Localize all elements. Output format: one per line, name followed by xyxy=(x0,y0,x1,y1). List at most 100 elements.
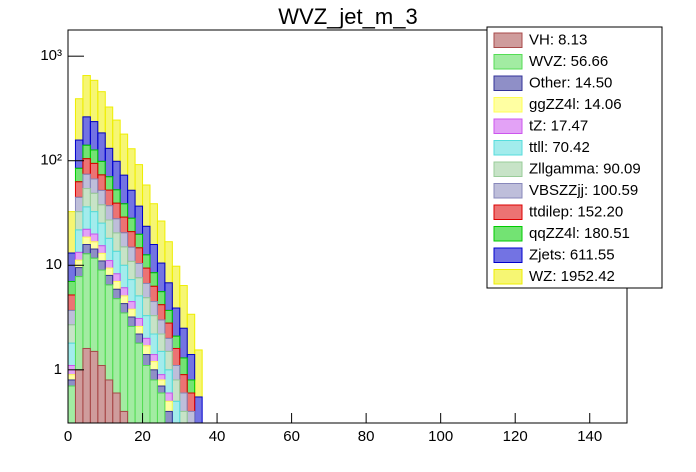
bar-segment xyxy=(82,236,91,246)
bar-segment xyxy=(82,173,91,190)
bar-segment xyxy=(97,160,106,176)
bar-segment xyxy=(97,222,106,247)
bar-segment xyxy=(156,220,166,264)
bar-segment xyxy=(171,265,181,309)
bar-segment xyxy=(68,309,76,326)
bar-segment xyxy=(112,250,121,275)
bar-segment xyxy=(119,174,129,205)
bar-segment xyxy=(156,374,166,381)
bar-segment xyxy=(68,379,76,387)
bar-segment xyxy=(164,241,173,284)
bar-segment xyxy=(112,160,121,191)
bar-segment xyxy=(89,211,99,235)
bar-segment xyxy=(89,233,99,243)
bar-segment xyxy=(97,91,106,134)
y-tick-label: 1 xyxy=(54,361,62,378)
bar-segment xyxy=(142,337,151,347)
bar-segment xyxy=(68,211,76,254)
bar-segment xyxy=(68,342,76,366)
legend-swatch xyxy=(493,75,523,91)
bar-segment xyxy=(68,280,76,296)
bar-segment xyxy=(156,385,166,394)
bar-segment xyxy=(134,205,144,235)
bar-segment xyxy=(149,369,158,381)
bar-segment xyxy=(97,174,106,191)
bar-segment xyxy=(68,294,76,311)
bar-segment xyxy=(142,297,151,317)
bar-segment xyxy=(142,184,151,227)
bar-segment xyxy=(186,392,196,412)
bar-segment xyxy=(68,374,76,381)
bar-segment xyxy=(164,322,173,339)
bar-segment xyxy=(179,327,188,359)
bar-segment xyxy=(149,333,158,356)
bar-segment xyxy=(112,288,121,300)
bar-segment xyxy=(149,285,158,303)
bar-segment xyxy=(104,379,114,423)
bar-segment xyxy=(142,225,151,256)
bar-segment xyxy=(89,248,99,259)
bar-segment xyxy=(164,392,173,402)
legend-label: ttll: 70.42 xyxy=(529,139,590,156)
bar-segment xyxy=(89,79,99,123)
bar-segment xyxy=(104,176,114,191)
bar-segment xyxy=(112,392,121,423)
bar-segment xyxy=(164,337,173,352)
bar-segment xyxy=(134,333,144,344)
bar-segment xyxy=(149,301,158,317)
bar-segment xyxy=(127,301,136,310)
legend-label: ggZZ4l: 14.06 xyxy=(529,96,622,113)
bar-segment xyxy=(119,232,129,248)
legend-label: VH: 8.13 xyxy=(529,32,587,49)
bar-segment xyxy=(149,379,158,423)
bar-segment xyxy=(171,364,181,381)
legend-swatch xyxy=(493,54,523,70)
legend-swatch xyxy=(493,140,523,156)
x-tick-label: 100 xyxy=(428,428,453,445)
bar-segment xyxy=(104,274,114,286)
bar-segment xyxy=(119,312,129,412)
bar-segment xyxy=(127,308,136,318)
bar-segment xyxy=(97,260,106,271)
bar-segment xyxy=(104,267,114,276)
legend-label: qqZZ4l: 180.51 xyxy=(529,225,630,242)
bar-segment xyxy=(179,410,188,423)
bar-segment xyxy=(89,121,99,151)
bar-segment xyxy=(104,219,114,239)
bar-segment xyxy=(97,132,106,162)
bar-segment xyxy=(97,245,106,254)
bar-segment xyxy=(142,315,151,339)
legend-label: Zllgamma: 90.09 xyxy=(529,161,641,178)
axes: 0 20 40 60 80 100 120 140 1 10 10² 10³ xyxy=(40,47,602,445)
chart-title: WVZ_jet_m_3 xyxy=(278,4,417,29)
bar-segment xyxy=(74,167,84,183)
bar-segment xyxy=(89,149,99,164)
bar-segment xyxy=(82,206,91,230)
bar-segment xyxy=(74,267,84,278)
bar-segment xyxy=(74,259,84,269)
bar-segment xyxy=(172,424,179,433)
bar-segment xyxy=(68,385,76,423)
bar-segment xyxy=(134,247,144,264)
legend-label: VBSZZjj: 100.59 xyxy=(529,182,638,199)
bar-segment xyxy=(82,253,91,349)
legend-swatch xyxy=(493,118,523,134)
legend-label: WZ: 1952.42 xyxy=(529,268,615,285)
bar-segment xyxy=(134,233,144,249)
bar-segment xyxy=(74,369,84,423)
bar-segment xyxy=(119,216,129,234)
bar-segment xyxy=(127,189,136,219)
bar-segment xyxy=(187,424,194,433)
bar-segment xyxy=(112,298,121,394)
bar-segment xyxy=(82,116,91,146)
bar-segment xyxy=(127,316,136,327)
y-tick-label: 10 xyxy=(45,256,62,273)
bar-segment xyxy=(149,272,158,287)
bar-segment xyxy=(149,315,158,335)
x-tick-label: 80 xyxy=(358,428,375,445)
x-tick-label: 40 xyxy=(209,428,226,445)
bar-segment xyxy=(179,357,188,376)
bar-segment xyxy=(68,252,76,282)
bar-segment xyxy=(82,244,91,255)
bar-segment xyxy=(104,205,114,221)
